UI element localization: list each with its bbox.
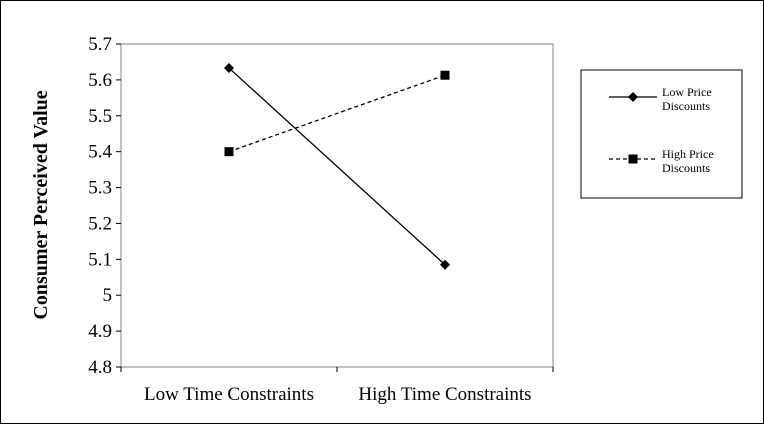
series-line [228,67,446,266]
y-tick-label: 4.8 [88,357,112,378]
y-tick-label: 5.5 [88,106,112,127]
data-point [440,70,450,80]
series-low-price-discounts [224,63,450,270]
legend-label: High Price [662,147,714,161]
legend-marker [628,92,638,102]
data-point [224,147,234,157]
series-line [228,74,446,153]
series-high-price-discounts [224,70,450,157]
y-axis: 5.7 5.6 5.5 5.4 5.3 5.2 5.1 5 4.9 4.8 [88,34,121,378]
series-layer [224,63,450,270]
plot-area [120,43,554,368]
y-tick-label: 5.4 [88,142,112,163]
y-tick-label: 5.1 [88,249,112,270]
data-point [440,259,450,270]
y-tick-label: 5.3 [88,178,112,199]
y-tick-label: 5 [103,285,113,306]
y-tick-label: 4.9 [88,321,112,342]
x-axis: Low Time Constraints High Time Constraint… [120,367,554,405]
legend-label: Discounts [662,99,710,113]
legend-box [580,69,743,199]
x-tick-label: High Time Constraints [358,384,531,405]
legend-label: Low Price [662,85,712,99]
x-tick-label: Low Time Constraints [144,384,314,405]
data-point [224,63,234,74]
legend-marker [628,154,638,164]
y-tick-label: 5.7 [88,34,112,55]
y-tick-label: 5.6 [88,70,112,91]
legend-label: Discounts [662,161,710,175]
y-axis-label: Consumer Perceived Value [30,90,52,319]
y-tick-label: 5.2 [88,213,112,234]
